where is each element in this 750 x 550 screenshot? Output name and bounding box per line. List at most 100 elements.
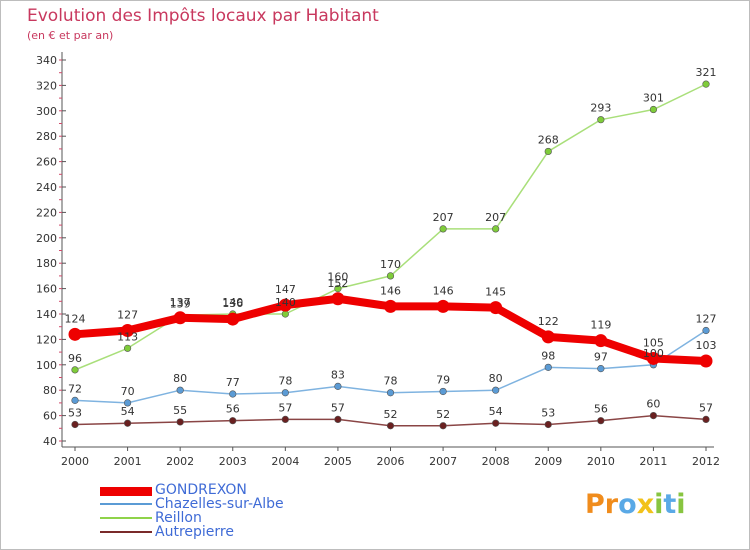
data-label: 78 [278,375,292,388]
logo-letter: i [676,489,686,520]
proxiti-logo[interactable]: Proxiti [585,489,686,520]
data-label: 160 [327,271,348,284]
data-point [71,366,79,374]
data-point [439,387,447,396]
data-label: 80 [173,372,187,385]
data-point [702,415,710,424]
y-tick-label: 320 [36,79,57,92]
data-point [649,105,658,114]
y-tick-label: 140 [36,308,57,321]
data-point [226,312,240,326]
data-label: 207 [433,211,454,224]
series-line-reillon [74,83,707,371]
data-label: 96 [68,352,82,365]
y-tick-label: 340 [36,54,57,67]
data-label: 147 [275,283,296,296]
data-label: 57 [699,401,713,414]
data-label: 139 [170,297,191,310]
legend-swatch [100,517,152,519]
data-label: 56 [226,403,240,416]
y-tick-label: 300 [36,105,57,118]
legend-label: Chazelles-sur-Albe [155,496,284,512]
data-label: 145 [485,286,506,299]
x-tick-label: 2007 [429,455,457,468]
y-tick-label: 120 [36,333,57,346]
data-point [544,363,552,371]
data-label: 53 [68,406,82,419]
data-point [173,311,187,325]
logo-letter: i [654,489,664,520]
data-point [492,419,500,427]
data-label: 152 [327,277,348,290]
data-point [334,285,342,293]
data-label: 140 [222,296,243,309]
data-point [334,415,342,424]
data-point [281,310,289,318]
data-point [121,324,135,338]
data-label: 97 [594,351,608,364]
data-label: 52 [384,408,398,421]
data-point [439,225,447,233]
data-point [544,147,552,156]
data-label: 146 [433,284,454,297]
chart-title: Evolution des Impôts locaux par Habitant [27,6,379,26]
x-tick-label: 2005 [324,455,352,468]
legend-item-autrepierre[interactable]: Autrepierre [100,524,430,540]
data-label: 127 [117,309,138,322]
y-tick-label: 240 [36,181,57,194]
data-label: 57 [278,401,292,414]
data-point [334,382,342,390]
x-tick-label: 2000 [61,455,89,468]
data-point [386,422,395,430]
data-label: 57 [331,401,345,414]
data-point [71,420,79,429]
data-label: 55 [173,404,187,417]
y-tick-label: 200 [36,232,57,245]
data-point [594,334,608,348]
data-label: 78 [384,375,398,388]
logo-letter: x [636,489,655,520]
legend-item-reillon[interactable]: Reillon [100,510,430,526]
legend-item-gondrexon[interactable]: GONDREXON [100,482,430,498]
legend: GONDREXON Chazelles-sur-Albe Reillon Aut… [100,482,430,540]
y-tick-label: 60 [43,410,57,423]
data-point [439,422,447,430]
data-label: 140 [275,296,296,309]
data-point [492,386,500,394]
data-label: 83 [331,368,345,381]
data-point [281,389,289,397]
data-label: 321 [696,66,717,79]
data-point [702,326,710,335]
data-point [278,298,292,312]
data-point [699,354,713,368]
data-point [386,389,395,397]
data-point [541,330,555,344]
y-tick-label: 260 [36,156,57,169]
data-label: 80 [489,372,503,385]
data-point [176,418,184,426]
y-tick-label: 80 [43,384,57,397]
data-point [386,272,395,280]
data-label: 124 [65,312,86,325]
legend-label: GONDREXON [155,482,247,498]
data-point [597,417,605,425]
x-tick-label: 2008 [482,455,510,468]
data-label: 136 [222,297,243,310]
data-point [384,299,397,313]
y-tick-label: 100 [36,359,57,372]
data-label: 127 [696,313,717,326]
logo-letter: o [618,489,637,520]
y-tick-label: 220 [36,206,57,219]
data-label: 301 [643,92,664,105]
data-point [492,225,500,233]
y-tick-label: 160 [36,283,57,296]
data-point [71,396,79,404]
data-point [68,327,82,341]
data-label: 103 [696,339,717,352]
data-label: 77 [226,376,240,389]
data-point [123,419,132,427]
legend-item-chazelles-sur-albe[interactable]: Chazelles-sur-Albe [100,496,430,512]
legend-swatch [100,531,152,533]
data-point [544,420,552,429]
legend-label: Autrepierre [155,524,234,540]
